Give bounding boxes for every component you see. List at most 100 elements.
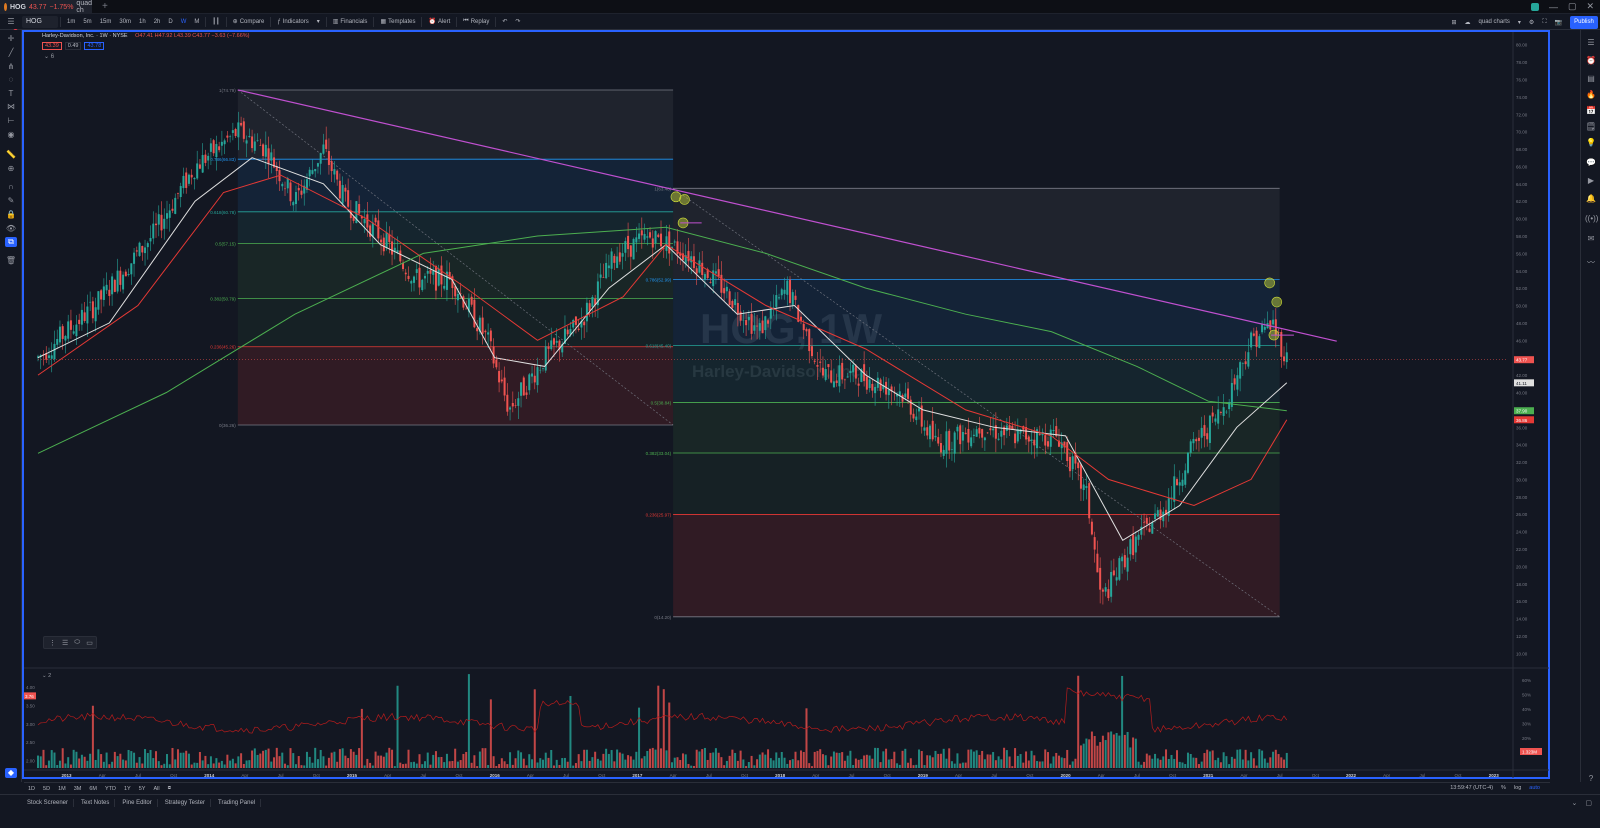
eye-icon[interactable]: ◉: [7, 130, 15, 139]
streams-icon[interactable]: ▶: [1587, 176, 1595, 185]
chat-icon[interactable]: 💬: [1586, 158, 1596, 167]
menu-icon[interactable]: ☰: [7, 17, 15, 26]
collapse-legend-icon[interactable]: ⌄ 6: [44, 54, 55, 60]
trendline-tool-icon[interactable]: ╱: [8, 48, 14, 57]
indicators-button[interactable]: ƒ Indicators: [273, 14, 312, 30]
notifications-icon[interactable]: 🔔: [1586, 194, 1596, 203]
left-toolbar: ✛ ╱ ⋔ ◌ T ⋈ ⊢ ◉ 📏 ⊕ ∩ ✎ 🔒 👁 ⧉ 🗑 ◆: [0, 30, 22, 782]
replay-button[interactable]: ⏮ Replay: [459, 14, 493, 30]
sell-price-box[interactable]: 43.39: [42, 42, 62, 50]
undo-icon[interactable]: ↶: [502, 19, 508, 25]
publish-button[interactable]: Publish: [1570, 16, 1598, 29]
interval-2h[interactable]: 2h: [153, 18, 161, 25]
maximize-icon[interactable]: ▢: [1567, 1, 1577, 11]
messages-icon[interactable]: ✉: [1587, 234, 1595, 243]
rectangle-tool-icon[interactable]: ▭: [86, 639, 93, 647]
tab-text-notes[interactable]: Text Notes: [76, 799, 116, 807]
log-scale-toggle[interactable]: log: [1513, 785, 1522, 791]
alert-button[interactable]: ⏰ Alert: [424, 14, 454, 30]
data-window-icon[interactable]: ▤: [1587, 74, 1595, 83]
collapse-panel-icon[interactable]: ⌄: [1571, 800, 1578, 807]
chart-type-icon[interactable]: ┃┃: [212, 19, 220, 25]
text-tool-icon[interactable]: T: [8, 89, 14, 98]
period-6m[interactable]: 6M: [89, 785, 97, 792]
tab-stock-screener[interactable]: Stock Screener: [22, 799, 75, 807]
snapshot-icon[interactable]: 📷: [1554, 19, 1562, 26]
financials-button[interactable]: ▥ Financials: [329, 14, 372, 30]
alerts-icon[interactable]: ⏰: [1586, 56, 1596, 65]
pattern-tool-icon[interactable]: ⋈: [7, 102, 15, 111]
fullscreen-icon[interactable]: ⛶: [1542, 18, 1547, 25]
trash-icon[interactable]: 🗑: [5, 256, 17, 265]
goto-date-icon[interactable]: ⧈: [167, 785, 172, 791]
period-all[interactable]: All: [153, 785, 160, 792]
clock-time[interactable]: 13:59:47 (UTC-4): [1450, 785, 1494, 791]
interval-1m[interactable]: 1m: [67, 18, 76, 25]
help-icon[interactable]: ?: [1588, 774, 1594, 783]
prediction-tool-icon[interactable]: ⊢: [7, 116, 15, 125]
volume-pane-header[interactable]: ⌄ 2: [42, 673, 52, 679]
indicators-dropdown-icon[interactable]: ▾: [316, 19, 320, 25]
tab-strategy-tester[interactable]: Strategy Tester: [160, 799, 211, 807]
ellipse-tool-icon[interactable]: ⬭: [74, 638, 81, 646]
watchlist-icon[interactable]: ☰: [1587, 38, 1595, 47]
auto-scale-toggle[interactable]: auto: [1529, 785, 1540, 791]
app-badge-icon[interactable]: ◆: [5, 768, 17, 778]
layout-dropdown-icon[interactable]: ▾: [1517, 19, 1521, 26]
tab-trading-panel[interactable]: Trading Panel: [213, 799, 262, 807]
floating-draw-toolbar: ⋮ ☰ ⬭ ▭: [43, 636, 97, 649]
list-tool-icon[interactable]: ☰: [62, 639, 69, 647]
stay-drawing-icon[interactable]: ✎: [7, 196, 15, 205]
scale-controls: 13:59:47 (UTC-4) % log auto: [1450, 782, 1540, 794]
chart-legend[interactable]: Harley-Davidson, Inc. · 1W · NYSE O47.41…: [42, 33, 249, 39]
legend-title: Harley-Davidson, Inc. · 1W · NYSE: [42, 33, 128, 39]
period-1m[interactable]: 1M: [58, 785, 66, 792]
redo-icon[interactable]: ↷: [515, 19, 521, 25]
layout-icon[interactable]: ⊞: [1451, 19, 1457, 26]
legend-boxes: 43.39 0.49 43.78: [42, 42, 105, 50]
crosshair-icon[interactable]: ✛: [7, 34, 15, 43]
templates-button[interactable]: ▦ Templates: [376, 14, 419, 30]
compare-button[interactable]: ⊕ Compare: [229, 14, 269, 30]
tab-pine-editor[interactable]: Pine Editor: [117, 799, 158, 807]
interval-m[interactable]: M: [194, 18, 200, 25]
hotlist-icon[interactable]: 🔥: [1586, 90, 1596, 99]
percent-scale-toggle[interactable]: %: [1501, 785, 1506, 791]
new-tab-icon[interactable]: +: [102, 1, 108, 12]
period-5d[interactable]: 5D: [43, 785, 51, 792]
browser-tab[interactable]: HOG 43.77 −1.75% quad ch: [0, 0, 92, 14]
buy-price-box[interactable]: 43.78: [84, 42, 105, 50]
period-1d[interactable]: 1D: [28, 785, 36, 792]
interval-5m[interactable]: 5m: [83, 18, 92, 25]
cloud-icon: ☁: [1464, 19, 1471, 26]
minimize-icon[interactable]: —: [1548, 1, 1558, 12]
drag-handle-icon[interactable]: ⋮: [49, 639, 56, 647]
maximize-panel-icon[interactable]: ▢: [1585, 800, 1592, 807]
lock-icon[interactable]: 🔒: [6, 210, 16, 219]
interval-15m[interactable]: 15m: [99, 18, 112, 25]
interval-1h[interactable]: 1h: [139, 18, 146, 25]
symbol-search[interactable]: HOG: [22, 15, 58, 28]
zoom-icon[interactable]: ⊕: [7, 164, 15, 173]
pitchfork-tool-icon[interactable]: ⋔: [7, 62, 15, 71]
interval-w[interactable]: W: [180, 18, 187, 25]
hide-icon[interactable]: 👁: [5, 224, 17, 233]
magnet-icon[interactable]: ∩: [8, 182, 14, 191]
period-5y[interactable]: 5Y: [138, 785, 146, 792]
interval-30m[interactable]: 30m: [119, 18, 132, 25]
period-1y[interactable]: 1Y: [123, 785, 131, 792]
trend-icon[interactable]: 〰: [1587, 258, 1595, 267]
calendar-icon[interactable]: 📅: [1586, 106, 1596, 115]
broadcast-icon[interactable]: ((•)): [1585, 214, 1599, 223]
notes-icon[interactable]: 🗒: [1585, 122, 1597, 131]
interval-d[interactable]: D: [168, 18, 173, 25]
close-icon[interactable]: ✕: [1586, 1, 1594, 11]
ruler-icon[interactable]: 📏: [6, 150, 16, 159]
brush-tool-icon[interactable]: ◌: [8, 75, 14, 84]
ideas-icon[interactable]: 💡: [1586, 138, 1596, 147]
object-tree-icon[interactable]: ⧉: [5, 237, 17, 247]
layout-name[interactable]: quad charts: [1478, 19, 1510, 25]
settings-icon[interactable]: ⚙: [1528, 19, 1535, 26]
period-3m[interactable]: 3M: [73, 785, 82, 792]
period-ytd[interactable]: YTD: [104, 785, 116, 792]
